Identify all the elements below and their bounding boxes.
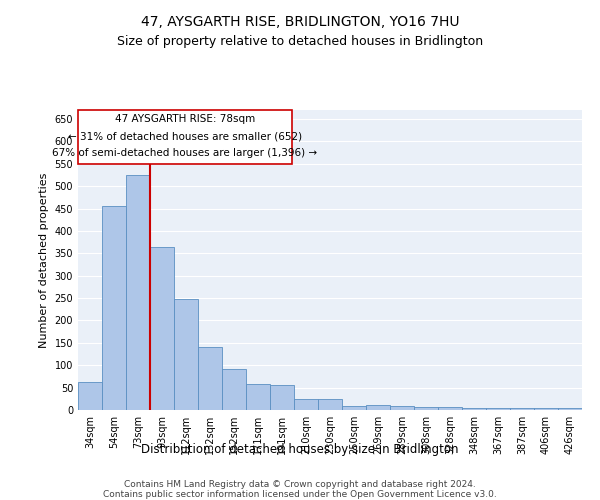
Y-axis label: Number of detached properties: Number of detached properties — [39, 172, 49, 348]
Bar — [318, 399, 342, 410]
Text: 47 AYSGARTH RISE: 78sqm: 47 AYSGARTH RISE: 78sqm — [115, 114, 255, 124]
FancyBboxPatch shape — [78, 110, 292, 164]
Bar — [126, 175, 150, 410]
Text: 67% of semi-detached houses are larger (1,396) →: 67% of semi-detached houses are larger (… — [52, 148, 317, 158]
Bar — [294, 399, 318, 410]
Bar — [270, 386, 294, 410]
Bar — [150, 246, 174, 410]
Text: 47, AYSGARTH RISE, BRIDLINGTON, YO16 7HU: 47, AYSGARTH RISE, BRIDLINGTON, YO16 7HU — [141, 15, 459, 29]
Text: Distribution of detached houses by size in Bridlington: Distribution of detached houses by size … — [141, 442, 459, 456]
Text: Contains public sector information licensed under the Open Government Licence v3: Contains public sector information licen… — [103, 490, 497, 499]
Bar — [558, 408, 582, 410]
Bar — [174, 299, 198, 410]
Bar — [510, 408, 534, 410]
Text: ← 31% of detached houses are smaller (652): ← 31% of detached houses are smaller (65… — [68, 131, 302, 141]
Bar — [366, 404, 390, 410]
Text: Size of property relative to detached houses in Bridlington: Size of property relative to detached ho… — [117, 35, 483, 48]
Bar — [342, 406, 366, 410]
Bar — [390, 406, 414, 410]
Bar — [462, 408, 486, 410]
Bar — [534, 408, 558, 410]
Bar — [198, 348, 222, 410]
Bar — [486, 408, 510, 410]
Text: Contains HM Land Registry data © Crown copyright and database right 2024.: Contains HM Land Registry data © Crown c… — [124, 480, 476, 489]
Bar — [78, 382, 102, 410]
Bar — [438, 408, 462, 410]
Bar — [222, 369, 246, 410]
Bar — [246, 384, 270, 410]
Bar — [102, 206, 126, 410]
Bar — [414, 408, 438, 410]
